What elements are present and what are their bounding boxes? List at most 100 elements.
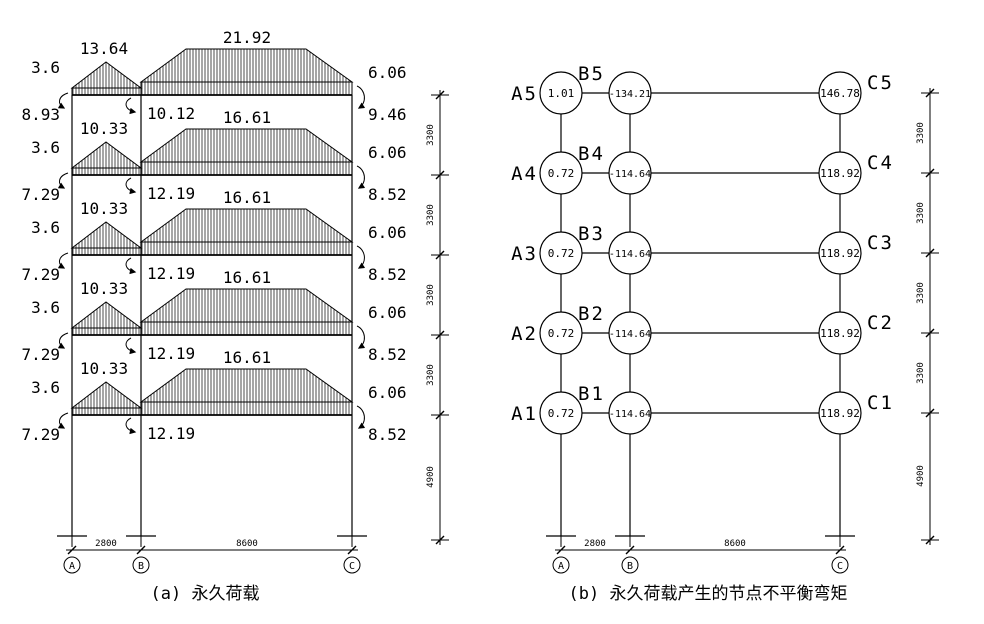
load-value: 16.61 [223, 188, 271, 207]
story-dim-text: 4900 [426, 466, 436, 488]
node-moment-value: -114.64 [609, 329, 651, 340]
beam-segments [582, 92, 819, 414]
node-moment-value: 1.01 [548, 87, 575, 100]
uniform-load-left-span [71, 407, 142, 416]
dim-tick [435, 535, 445, 545]
moment-value: 8.52 [368, 425, 407, 444]
node-moment-value: -134.21 [609, 89, 651, 100]
floor-5-loads: 3.6 13.64 21.92 6.06 8.93 10.12 9.46 [21, 28, 406, 124]
node-circle [818, 71, 862, 115]
span-dimension-line: 2800 8600 [555, 539, 846, 555]
moment-arrow-B [125, 177, 137, 195]
dim-tick [835, 545, 845, 555]
dim-tick [136, 545, 146, 555]
node-moment-value: 118.92 [820, 247, 860, 260]
load-value: 3.6 [31, 298, 60, 317]
node-circle [608, 151, 652, 195]
dim-tick [435, 170, 445, 180]
node-row-3: A3 0.72 B3 -114.64 118.92 C3 [511, 223, 892, 275]
moment-value: 8.52 [368, 265, 407, 284]
node-label: B4 [578, 143, 605, 165]
dim-tick [435, 330, 445, 340]
load-value: 21.92 [223, 28, 271, 47]
moment-value: 12.19 [147, 264, 195, 283]
load-value: 10.33 [80, 279, 128, 298]
axis-letter: B [138, 561, 144, 572]
span-dimension-line: 2800 8600 [66, 539, 358, 555]
node-label: B1 [578, 383, 605, 405]
moment-arrow-B [125, 337, 137, 355]
triangle-load-left-span [70, 381, 143, 409]
span-dim-text: 2800 [584, 539, 606, 549]
node-circle [608, 311, 652, 355]
uniform-load-left-span [71, 327, 142, 336]
axis-bubbles: A B C [552, 556, 849, 574]
triangle-load-left-span [70, 61, 143, 89]
moment-arrow-A [57, 92, 69, 109]
moment-value: 8.93 [21, 105, 60, 124]
node-circle [608, 391, 652, 435]
axis-letter: B [627, 561, 633, 572]
axis-bubble [552, 556, 570, 574]
dim-tick [925, 328, 935, 338]
moment-arrow-A [57, 412, 69, 429]
column-segments [560, 114, 841, 536]
floor-2-loads: 3.6 10.33 16.61 6.06 7.29 12.19 8.52 [21, 268, 406, 364]
story-dimension-line: 3300 3300 3300 3300 4900 [426, 90, 449, 545]
node-label: A5 [511, 83, 538, 105]
moment-value: 7.29 [21, 425, 60, 444]
load-value: 3.6 [31, 138, 60, 157]
node-label: B3 [578, 223, 605, 245]
node-moment-value: -114.64 [609, 249, 651, 260]
node-row-2: A2 0.72 B2 -114.64 118.92 C2 [511, 303, 894, 355]
axis-letter: A [69, 561, 75, 572]
node-moment-value: 118.92 [820, 167, 860, 180]
load-value: 10.33 [80, 199, 128, 218]
trapezoid-load-right-span [139, 48, 354, 83]
moment-value: 7.29 [21, 265, 60, 284]
axis-bubble [343, 556, 361, 574]
dim-tick [925, 408, 935, 418]
span-dim-text: 8600 [236, 539, 258, 549]
load-value: 10.33 [80, 119, 128, 138]
axis-bubble [621, 556, 639, 574]
moment-arrow-A [57, 172, 69, 189]
moment-arrow-B [125, 97, 137, 115]
node-moment-value: -114.64 [609, 409, 651, 420]
moment-value: 8.52 [368, 185, 407, 204]
node-moment-value: 146.78 [820, 87, 860, 100]
load-value: 6.06 [368, 63, 407, 82]
load-value: 6.06 [368, 143, 407, 162]
node-label: C1 [867, 392, 894, 414]
moment-value: 12.19 [147, 424, 195, 443]
node-label: C5 [867, 72, 894, 94]
axis-bubbles: A B C [63, 556, 361, 574]
dim-tick [925, 248, 935, 258]
dim-tick [556, 545, 566, 555]
node-label: A3 [511, 243, 538, 265]
node-label: C2 [867, 312, 894, 334]
axis-bubble [63, 556, 81, 574]
uniform-load-left-span [71, 87, 142, 96]
node-circle [539, 71, 583, 115]
axis-letter: A [558, 561, 564, 572]
moment-value: 10.12 [147, 104, 195, 123]
node-circle [539, 231, 583, 275]
moment-arrow-A [57, 332, 69, 349]
diagram-a: 3.6 13.64 21.92 6.06 8.93 10.12 9.46 3.6… [21, 28, 449, 604]
load-value: 6.06 [368, 223, 407, 242]
load-value: 10.33 [80, 359, 128, 378]
dim-tick [435, 410, 445, 420]
uniform-load-right-span [140, 241, 353, 256]
uniform-load-right-span [140, 321, 353, 336]
moment-value: 12.19 [147, 184, 195, 203]
node-circle [608, 231, 652, 275]
story-dimension-line: 3300 3300 3300 3300 4900 [916, 88, 939, 545]
load-value: 16.61 [223, 108, 271, 127]
node-row-1: A1 0.72 B1 -114.64 118.92 C1 [511, 383, 894, 435]
node-label: A2 [511, 323, 538, 345]
story-dim-text: 3300 [426, 124, 436, 146]
load-value: 13.64 [80, 39, 128, 58]
story-dim-text: 3300 [916, 282, 926, 304]
moment-arrow-C [356, 245, 366, 269]
